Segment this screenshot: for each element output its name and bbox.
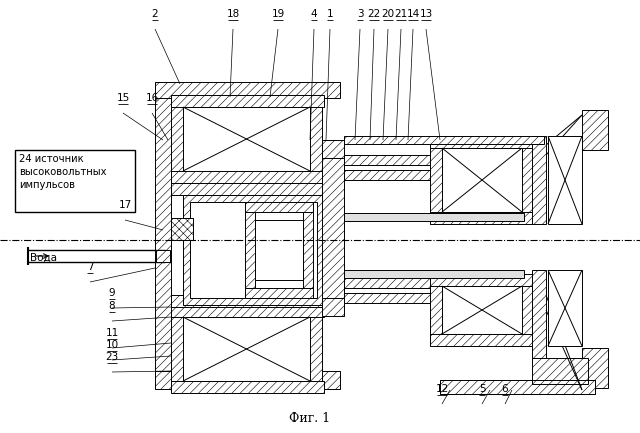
Text: 16: 16: [145, 93, 159, 103]
Text: 11: 11: [106, 328, 118, 338]
Bar: [430, 136, 534, 148]
Bar: [155, 82, 171, 387]
Bar: [430, 278, 442, 338]
Bar: [322, 298, 344, 316]
Bar: [430, 140, 442, 216]
Bar: [245, 288, 313, 298]
Bar: [155, 371, 340, 389]
Text: 22: 22: [367, 9, 381, 19]
Text: 7: 7: [86, 262, 93, 272]
Bar: [15, 150, 135, 212]
Text: 8: 8: [109, 301, 115, 311]
Text: 12: 12: [435, 384, 449, 394]
Text: 9: 9: [109, 288, 115, 298]
Bar: [430, 212, 534, 224]
Text: 24 источник
высоковольтных
импульсов: 24 источник высоковольтных импульсов: [19, 154, 106, 191]
Bar: [303, 212, 313, 288]
Bar: [322, 140, 344, 158]
Text: 3: 3: [356, 9, 364, 19]
Bar: [532, 270, 546, 358]
Bar: [344, 293, 540, 303]
Bar: [156, 250, 170, 262]
Bar: [430, 274, 534, 286]
Bar: [532, 358, 588, 384]
Bar: [171, 305, 324, 317]
Bar: [344, 170, 540, 180]
Bar: [520, 278, 532, 338]
Bar: [155, 82, 340, 98]
Bar: [442, 148, 522, 212]
Bar: [171, 295, 324, 307]
Text: 14: 14: [406, 9, 420, 19]
Bar: [344, 165, 540, 170]
Bar: [344, 288, 540, 293]
Bar: [520, 140, 532, 216]
Bar: [440, 380, 595, 394]
Text: Фиг. 1: Фиг. 1: [289, 411, 331, 424]
Bar: [245, 202, 313, 212]
Bar: [190, 202, 317, 298]
Bar: [171, 309, 183, 385]
Text: 6: 6: [502, 384, 508, 394]
Text: 23: 23: [106, 352, 118, 362]
Bar: [255, 220, 303, 280]
Bar: [582, 348, 608, 388]
Bar: [344, 278, 540, 288]
Bar: [442, 286, 522, 334]
Text: 13: 13: [419, 9, 433, 19]
Bar: [171, 171, 324, 183]
Bar: [183, 317, 310, 381]
Text: 10: 10: [106, 340, 118, 350]
Bar: [171, 98, 183, 174]
Text: 2: 2: [152, 9, 158, 19]
Bar: [183, 107, 310, 171]
Bar: [344, 270, 524, 278]
Bar: [430, 334, 534, 346]
Text: 15: 15: [116, 93, 130, 103]
Bar: [548, 136, 582, 224]
Bar: [532, 136, 546, 224]
Bar: [582, 110, 608, 150]
Bar: [245, 212, 255, 288]
Bar: [171, 218, 193, 240]
Text: 18: 18: [227, 9, 239, 19]
Bar: [171, 381, 324, 393]
Bar: [171, 183, 324, 195]
Bar: [310, 309, 322, 385]
Text: 5: 5: [479, 384, 485, 394]
Bar: [548, 270, 582, 346]
Text: 1: 1: [326, 9, 333, 19]
Bar: [183, 195, 324, 305]
Bar: [344, 213, 524, 221]
Text: 21: 21: [394, 9, 408, 19]
Text: 19: 19: [271, 9, 285, 19]
Bar: [344, 136, 544, 144]
Bar: [171, 95, 324, 107]
Text: 4: 4: [310, 9, 317, 19]
Text: 17: 17: [118, 200, 132, 210]
Bar: [322, 158, 344, 298]
Text: Вода: Вода: [30, 253, 57, 263]
Bar: [310, 98, 322, 174]
Text: 20: 20: [381, 9, 395, 19]
Bar: [344, 155, 540, 165]
